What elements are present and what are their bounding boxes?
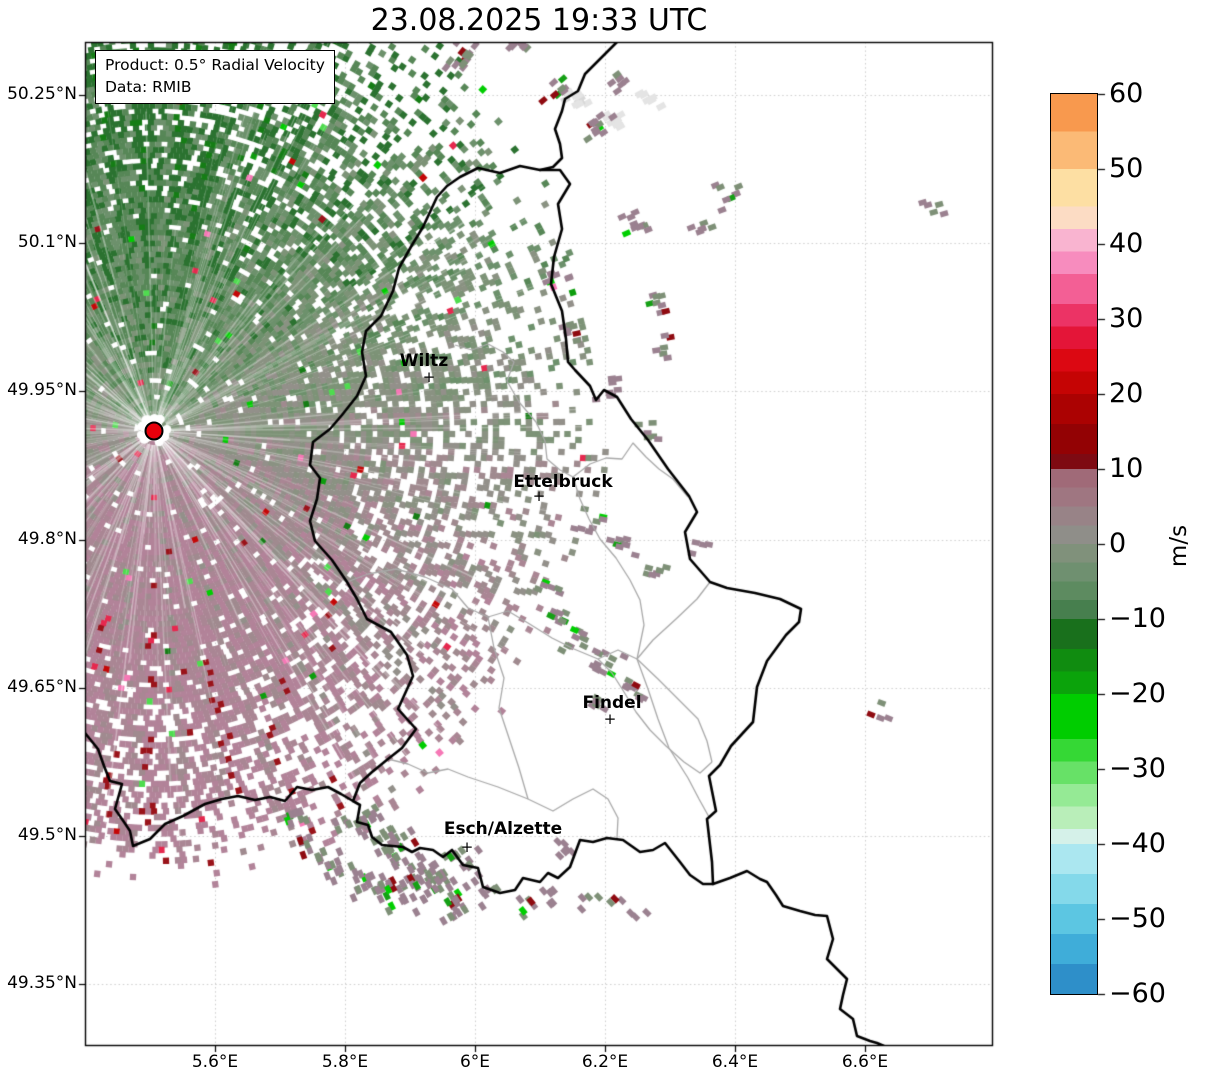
radar-site-marker [144,421,164,441]
city-marker-cross: + [532,486,546,505]
colorbar-tick-label: 0 [1109,528,1127,559]
data-source-line: Data: RMIB [105,78,192,97]
colorbar-tick-label: 30 [1109,303,1144,334]
city-marker-cross: + [460,837,474,856]
product-info-box: Product: 0.5° Radial Velocity Data: RMIB [95,50,335,104]
colorbar-tick-label: 60 [1109,78,1144,109]
y-axis-tick-label: 50.1°N [17,232,77,252]
city-marker-cross: + [422,367,436,386]
colorbar-axis-label: m/s [1166,524,1192,568]
colorbar-tick-label: 40 [1109,228,1144,259]
plot-title: 23.08.2025 19:33 UTC [370,3,708,38]
city-label: Wiltz [399,351,449,371]
y-axis-tick-label: 50.25°N [7,84,77,104]
colorbar-tick-label: 10 [1109,453,1144,484]
y-axis-tick-label: 49.8°N [17,529,77,549]
x-axis-tick-label: 6.2°E [581,1052,629,1072]
city-marker-cross: + [603,709,617,728]
colorbar-tick-label: −50 [1109,903,1166,934]
colorbar-tick-label: −30 [1109,753,1166,784]
colorbar-tick-label: 50 [1109,153,1144,184]
x-axis-tick-label: 5.8°E [321,1052,369,1072]
x-axis-tick-label: 5.6°E [191,1052,239,1072]
city-label: Esch/Alzette [443,819,563,839]
colorbar [1050,93,1098,995]
colorbar-tick-label: −10 [1109,603,1166,634]
colorbar-tick-label: −40 [1109,828,1166,859]
colorbar-tick-label: −20 [1109,678,1166,709]
x-axis-tick-label: 6°E [459,1052,491,1072]
y-axis-tick-label: 49.35°N [7,973,77,993]
y-axis-tick-label: 49.65°N [7,677,77,697]
x-axis-tick-label: 6.6°E [841,1052,889,1072]
city-label: Ettelbruck [513,472,613,492]
colorbar-tick-label: −60 [1109,978,1166,1009]
city-label: Findel [582,693,642,713]
x-axis-tick-label: 6.4°E [711,1052,759,1072]
colorbar-tick-label: 20 [1109,378,1144,409]
y-axis-tick-label: 49.95°N [7,380,77,400]
product-line: Product: 0.5° Radial Velocity [105,56,325,74]
y-axis-tick-label: 49.5°N [17,825,77,845]
